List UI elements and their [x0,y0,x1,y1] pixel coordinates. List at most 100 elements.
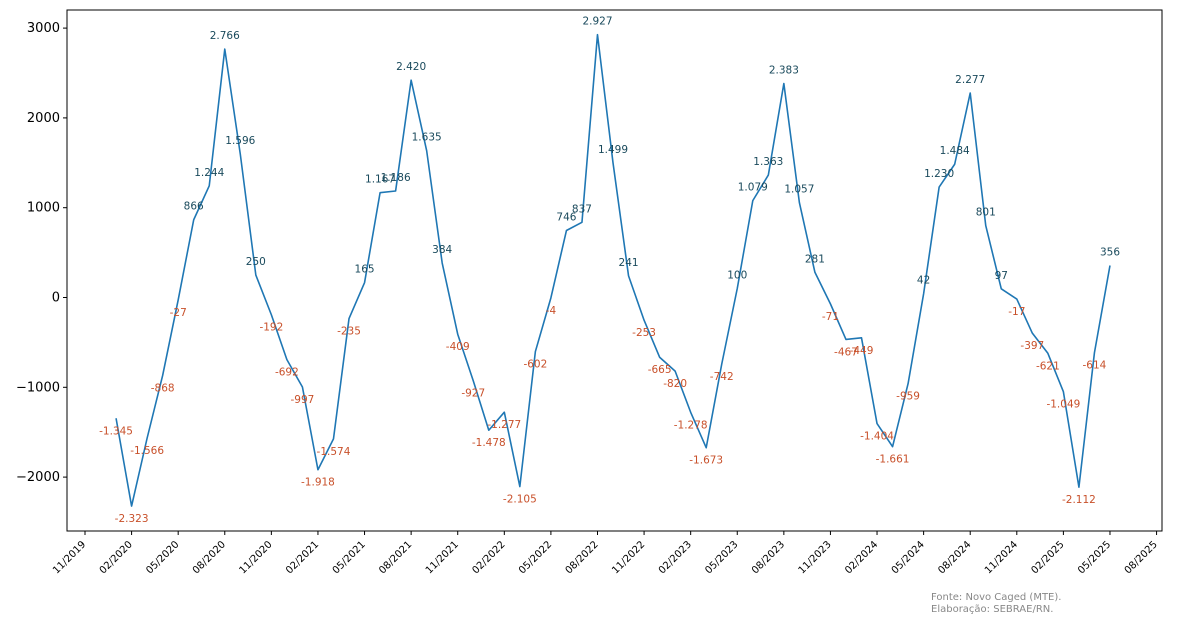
data-label: -927 [461,388,485,400]
data-label: 356 [1100,247,1120,259]
data-label: -1.673 [689,455,723,467]
data-label: 1.230 [924,168,954,180]
data-label: 1.484 [940,145,970,157]
x-tick-label: 11/2023 [797,539,834,576]
x-tick-label: 11/2022 [610,539,647,576]
data-label: -449 [850,345,874,357]
y-tick-label: 0 [52,291,60,306]
source-note: Fonte: Novo Caged (MTE). Elaboração: SEB… [931,592,1061,616]
data-label: -742 [710,371,734,383]
source-line-2: Elaboração: SEBRAE/RN. [931,604,1054,615]
data-label: -1.277 [487,419,521,431]
data-label: 384 [432,244,452,256]
series-line [115,33,1111,507]
data-label: -397 [1020,340,1044,352]
x-tick-label: 11/2020 [237,539,274,576]
data-label: 801 [976,207,996,219]
x-tick-label: 08/2024 [936,539,973,576]
x-tick-label: 11/2019 [51,539,88,576]
x-tick-label: 08/2021 [377,539,414,576]
data-label: 837 [572,203,592,215]
y-tick-label: 3000 [27,21,60,36]
x-tick-label: 08/2022 [564,539,601,576]
x-tick-label: 02/2025 [1030,539,1067,576]
data-label: 866 [184,201,204,213]
data-label: 250 [246,256,266,268]
data-label: -1.574 [317,446,351,458]
data-label: 1.186 [381,172,411,184]
data-label: 2.927 [582,16,612,28]
data-label: -820 [663,378,687,390]
data-label: 1.499 [598,144,628,156]
data-label: 97 [995,270,1008,282]
data-label: 2.383 [769,65,799,77]
data-label: 2.766 [210,30,240,42]
data-label: -253 [632,327,656,339]
data-label: -1.049 [1046,399,1080,411]
data-label: 1.596 [225,135,255,147]
data-label: -2.323 [115,513,149,525]
x-tick-label: 05/2025 [1076,539,1113,576]
data-label: 2.277 [955,74,985,86]
data-label: -4 [546,305,557,317]
data-label: -602 [523,359,547,371]
x-tick-label: 05/2021 [331,539,368,576]
data-label: 746 [556,212,576,224]
source-line-1: Fonte: Novo Caged (MTE). [931,592,1062,603]
data-label: -71 [822,311,839,323]
data-label: -1.404 [860,431,894,443]
x-tick-label: 05/2023 [703,539,740,576]
data-label: 42 [917,275,930,287]
data-label: -1.918 [301,477,335,489]
data-label: -27 [170,307,187,319]
x-tick-label: 08/2023 [750,539,787,576]
data-label: -1.278 [674,419,708,431]
data-label: -2.112 [1062,494,1096,506]
data-label: -1.566 [130,445,164,457]
data-label: 1.057 [784,184,814,196]
data-label: 281 [805,253,825,265]
data-label: -235 [337,326,361,338]
x-tick-label: 02/2021 [284,539,321,576]
data-label: -614 [1083,360,1107,372]
y-tick-label: −2000 [16,470,60,485]
data-label: -665 [648,364,672,376]
x-tick-label: 02/2024 [843,539,880,576]
data-label: 1.244 [194,167,224,179]
x-tick-label: 02/2022 [470,539,507,576]
x-tick-label: 08/2025 [1123,539,1160,576]
x-tick-label: 02/2023 [657,539,694,576]
y-tick-label: 2000 [27,111,60,126]
data-label: -621 [1036,360,1060,372]
data-label: -1.478 [472,437,506,449]
data-label: -692 [275,367,299,379]
data-label: -868 [151,382,175,394]
data-label: 241 [619,257,639,269]
data-label: -959 [896,391,920,403]
y-tick-label: 1000 [27,201,60,216]
data-label: 1.363 [753,156,783,168]
plot-frame [66,9,1163,532]
x-tick-label: 05/2024 [890,539,927,576]
data-label: -17 [1008,306,1025,318]
data-label: 165 [355,264,375,276]
data-label: 2.420 [396,61,426,73]
x-tick-label: 08/2020 [191,539,228,576]
data-label: -1.661 [876,454,910,466]
x-tick-label: 05/2022 [517,539,554,576]
x-tick-label: 02/2020 [98,539,135,576]
data-label: -2.105 [503,494,537,506]
data-label: 1.635 [412,132,442,144]
data-label: 1.167 [365,174,395,186]
x-tick-label: 11/2021 [424,539,461,576]
data-label: 1.079 [738,182,768,194]
x-tick-label: 11/2024 [983,539,1020,576]
data-label: -467 [834,346,858,358]
y-tick-label: −1000 [16,380,60,395]
data-label: 100 [727,270,747,282]
data-label: -1.345 [99,425,133,437]
data-label: -997 [290,394,314,406]
data-label: -192 [259,322,283,334]
data-label: -409 [446,341,470,353]
